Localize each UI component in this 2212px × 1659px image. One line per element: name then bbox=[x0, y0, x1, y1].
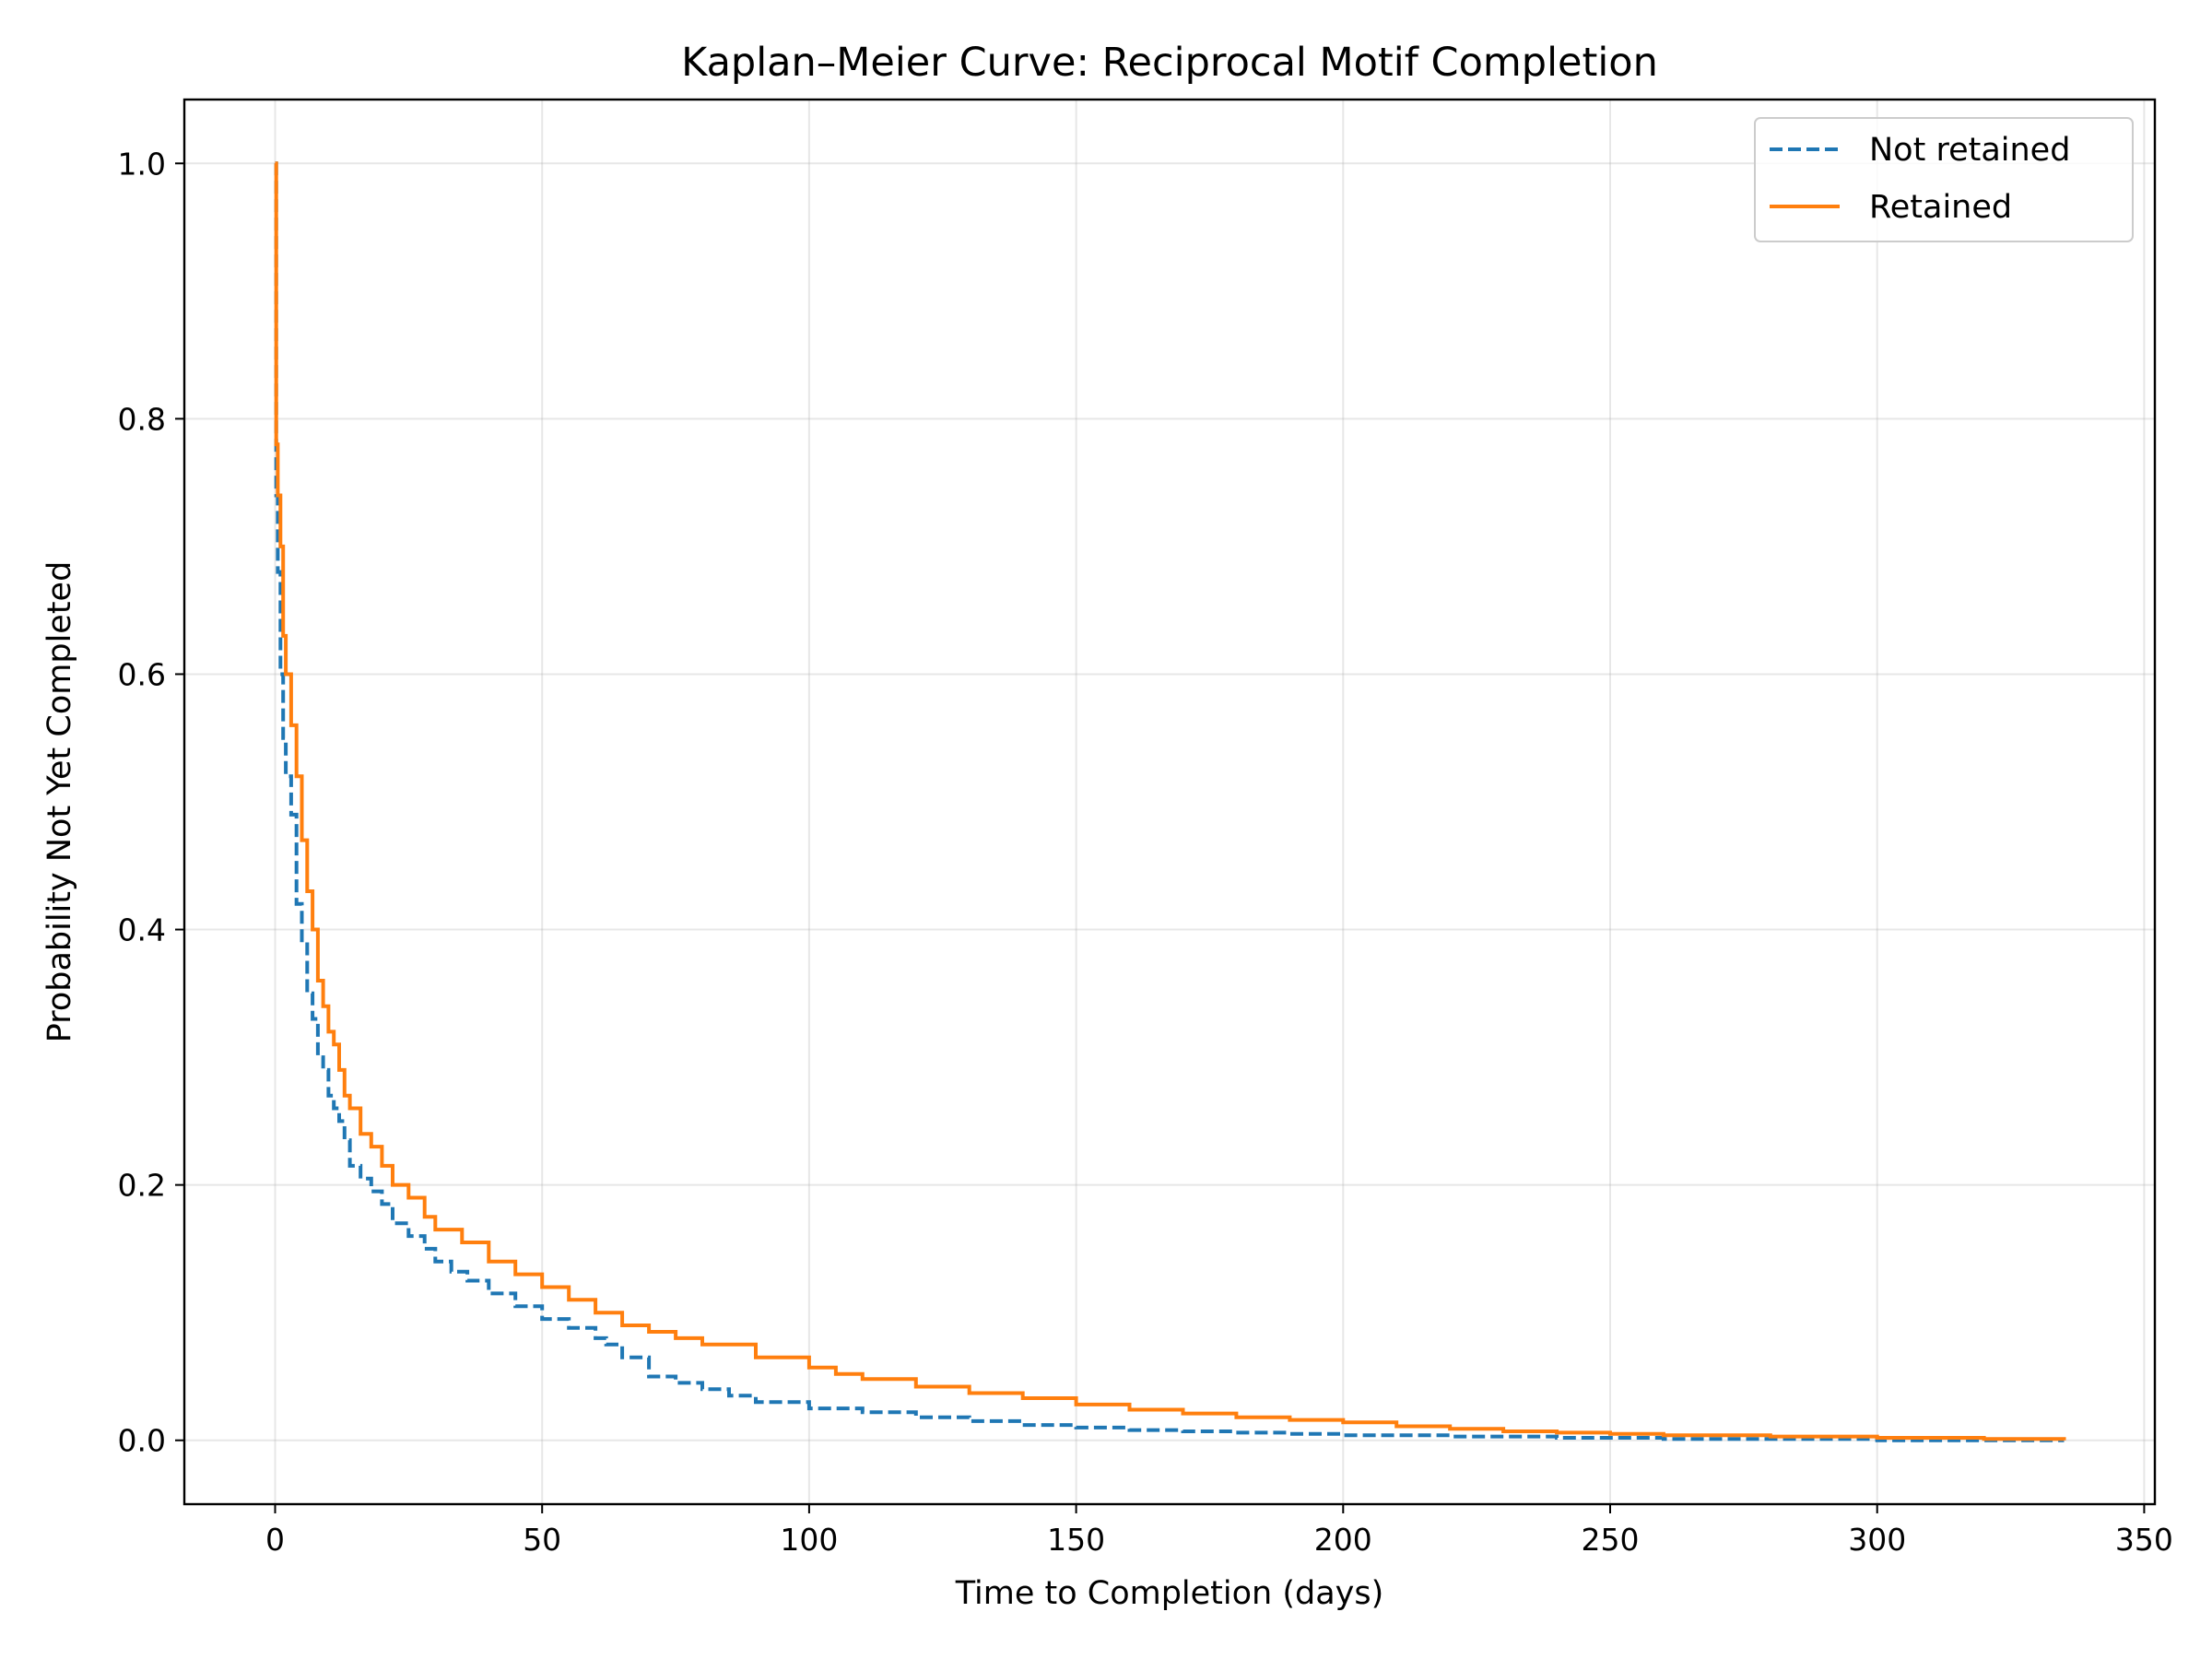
x-tick-label: 150 bbox=[1047, 1522, 1105, 1558]
y-tick-label: 0.8 bbox=[118, 401, 166, 437]
x-tick-label: 350 bbox=[2115, 1522, 2173, 1558]
y-tick-label: 0.2 bbox=[118, 1168, 166, 1204]
x-tick-label: 100 bbox=[780, 1522, 838, 1558]
y-axis-label: Probability Not Yet Completed bbox=[41, 561, 78, 1043]
x-tick-label: 0 bbox=[265, 1522, 285, 1558]
series-line-retained bbox=[274, 161, 2066, 1441]
ticks: 0 50 100 150 200 250 300 350 0.0 0.2 0.4 0.6 0.8 1.0 bbox=[118, 146, 2173, 1558]
x-tick-label: 250 bbox=[1582, 1522, 1640, 1558]
y-tick-label: 1.0 bbox=[118, 146, 166, 182]
series-layer bbox=[274, 161, 2066, 1442]
legend-box bbox=[1754, 117, 2134, 242]
y-tick-label: 0.0 bbox=[118, 1423, 166, 1459]
x-tick-label: 300 bbox=[1848, 1522, 1906, 1558]
x-axis-label: Time to Completion (days) bbox=[955, 1575, 1384, 1612]
legend-label-retained: Retained bbox=[1869, 189, 2012, 226]
chart-title: Kaplan–Meier Curve: Reciprocal Motif Com… bbox=[681, 40, 1658, 86]
y-tick-label: 0.4 bbox=[118, 912, 166, 948]
legend: Not retained Retained bbox=[1754, 117, 2134, 242]
plot-frame bbox=[182, 98, 2157, 1506]
legend-label-not-retained: Not retained bbox=[1869, 132, 2070, 169]
y-tick-label: 0.6 bbox=[118, 656, 166, 692]
x-tick-label: 50 bbox=[523, 1522, 561, 1558]
series-line-not-retained bbox=[274, 161, 2065, 1442]
x-tick-label: 200 bbox=[1314, 1522, 1372, 1558]
